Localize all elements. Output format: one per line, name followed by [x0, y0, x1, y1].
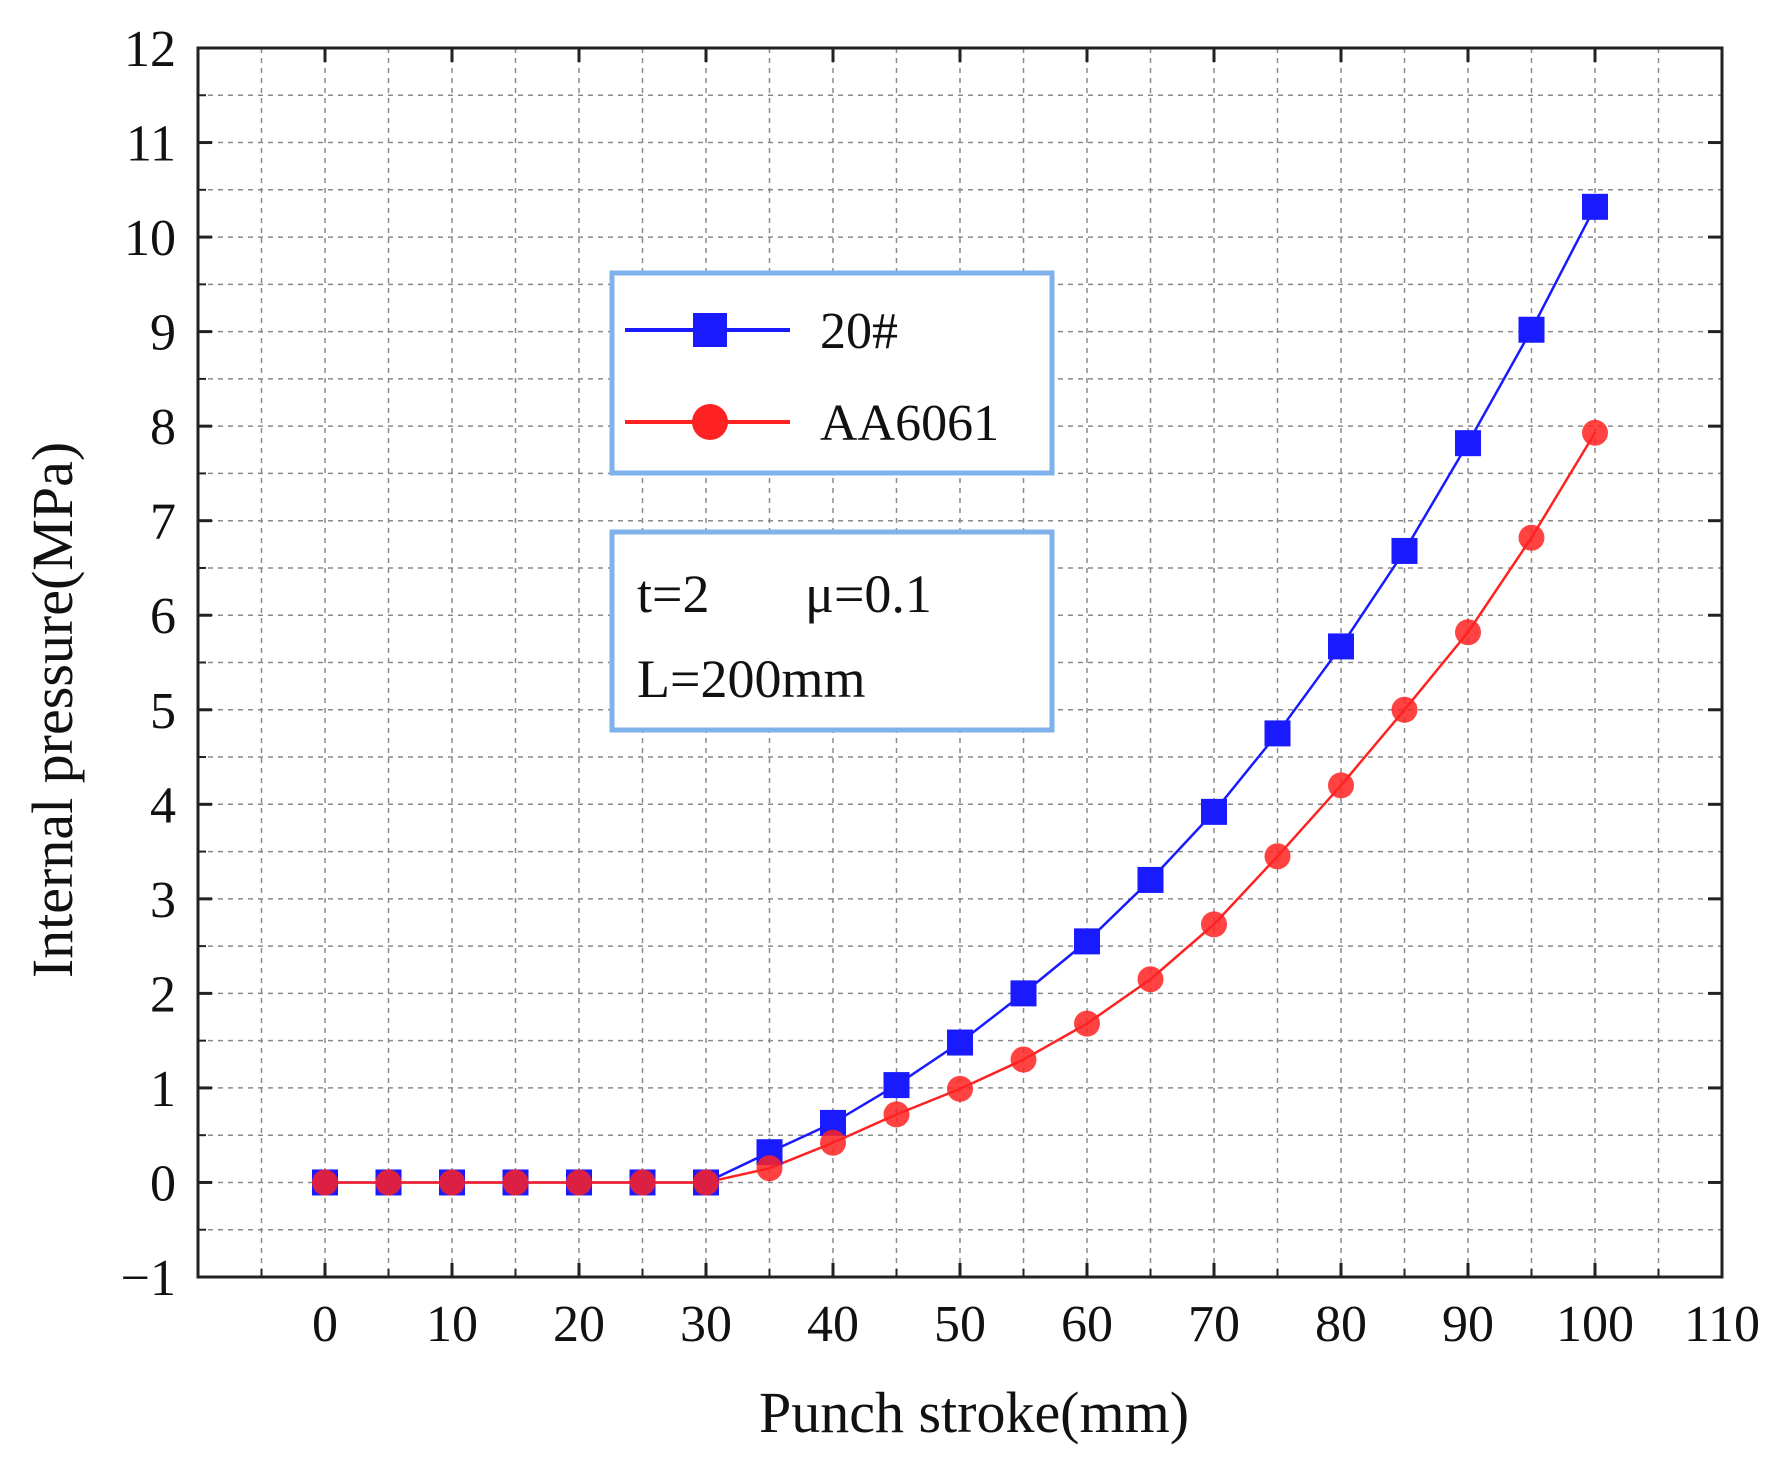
y-tick-label: −1	[121, 1250, 176, 1307]
legend-box	[609, 270, 1055, 476]
data-point-20	[1074, 928, 1100, 955]
data-point-20	[1518, 316, 1545, 343]
y-axis-title: Internal pressure(MPa)	[20, 442, 85, 978]
data-point-aa6061	[947, 1075, 973, 1102]
data-point-aa6061	[566, 1169, 592, 1196]
x-tick-label: 80	[1315, 1296, 1367, 1353]
legend-label-aa6061: AA6061	[820, 395, 999, 452]
x-tick-label: 30	[680, 1296, 732, 1353]
y-tick-label: 12	[124, 21, 176, 78]
data-point-aa6061	[820, 1129, 846, 1156]
x-tick-label: 40	[807, 1296, 859, 1353]
legend-label-20: 20#	[820, 303, 898, 360]
data-point-20	[1391, 537, 1418, 564]
ticks: 0 10 20 30 40 50 60 70 80 90 100 110−10123456789101…	[121, 21, 1760, 1353]
x-tick-label: 60	[1061, 1296, 1113, 1353]
annotation: t=2 μ=0.1 L=200mm	[609, 529, 1055, 733]
data-point-aa6061	[1201, 911, 1227, 938]
x-tick-label: 20	[553, 1296, 605, 1353]
y-tick-label: 10	[124, 210, 176, 267]
data-point-20	[1264, 720, 1291, 747]
data-point-20	[1455, 430, 1481, 457]
x-axis-title: Punch stroke(mm)	[759, 1380, 1189, 1445]
y-tick-label: 3	[150, 872, 176, 929]
data-point-aa6061	[439, 1169, 465, 1196]
data-point-aa6061	[502, 1169, 529, 1196]
x-tick-label: 50	[934, 1296, 986, 1353]
data-point-20	[1582, 193, 1608, 220]
data-point-aa6061	[1328, 772, 1354, 799]
data-point-aa6061	[1582, 419, 1608, 446]
x-tick-label: 100	[1556, 1296, 1634, 1353]
series-layer	[312, 193, 1608, 1196]
legend: 20# AA6061	[609, 270, 1055, 476]
x-tick-label: 110	[1684, 1296, 1760, 1353]
data-point-aa6061	[1074, 1010, 1100, 1037]
data-point-20	[1137, 866, 1164, 893]
y-tick-label: 7	[150, 494, 176, 551]
x-tick-label: 0	[312, 1296, 338, 1353]
data-point-aa6061	[883, 1101, 910, 1128]
legend-marker-circle	[692, 404, 728, 440]
annotation-thickness: t=2	[637, 564, 709, 624]
x-tick-label: 70	[1188, 1296, 1240, 1353]
data-point-aa6061	[756, 1155, 783, 1182]
data-point-aa6061	[1264, 843, 1291, 870]
y-tick-label: 2	[150, 966, 176, 1023]
data-point-aa6061	[375, 1169, 402, 1196]
data-point-aa6061	[1010, 1046, 1037, 1073]
legend-marker-square	[693, 313, 727, 347]
y-tick-label: 11	[126, 116, 176, 173]
x-tick-label: 10	[426, 1296, 478, 1353]
data-point-aa6061	[1455, 619, 1481, 646]
data-point-aa6061	[693, 1169, 719, 1196]
data-point-20	[947, 1029, 973, 1056]
data-point-aa6061	[1391, 696, 1418, 723]
y-tick-label: 6	[150, 588, 176, 645]
annotation-box	[609, 529, 1055, 733]
annotation-length: L=200mm	[637, 649, 865, 709]
data-point-20	[883, 1072, 910, 1099]
data-point-20	[1328, 633, 1354, 660]
data-point-aa6061	[1518, 524, 1545, 551]
x-tick-label: 90	[1442, 1296, 1494, 1353]
data-point-aa6061	[312, 1169, 338, 1196]
data-point-20	[1010, 980, 1037, 1007]
y-tick-label: 9	[150, 305, 176, 362]
y-tick-label: 8	[150, 399, 176, 456]
y-tick-label: 0	[150, 1155, 176, 1212]
data-point-aa6061	[629, 1169, 656, 1196]
data-point-aa6061	[1137, 966, 1164, 993]
data-point-20	[1201, 798, 1227, 825]
y-tick-label: 5	[150, 683, 176, 740]
annotation-friction: μ=0.1	[805, 564, 932, 624]
y-tick-label: 4	[150, 777, 176, 834]
y-tick-label: 1	[150, 1061, 176, 1118]
